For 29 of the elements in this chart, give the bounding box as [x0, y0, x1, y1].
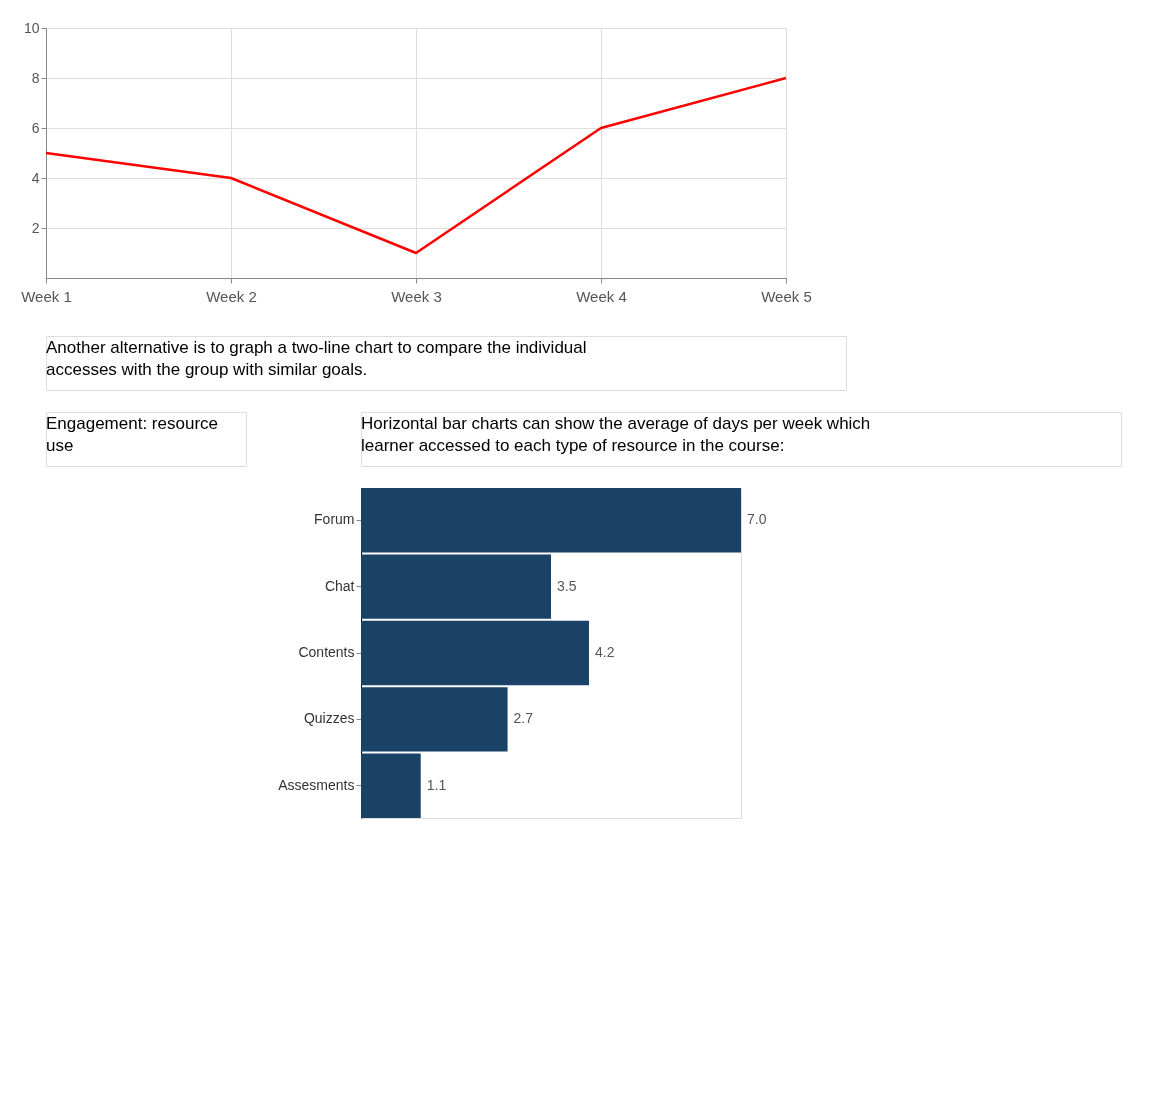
y-tick-label: 2	[31, 219, 40, 236]
y-tick-label: 10	[23, 19, 40, 36]
data-label: 1.1	[426, 776, 447, 793]
y-tick-label: Forum	[314, 511, 355, 528]
line-series	[44, 76, 788, 255]
data-label: 7.0	[747, 511, 767, 528]
data-label: 4.2	[595, 644, 615, 660]
text: Another alternative is to graph a two-line chart to compare the individual accesses with the group with similar goals.	[46, 338, 587, 379]
x-tick-label: Week 5	[761, 287, 812, 305]
bar	[361, 488, 741, 553]
y-tick-label: 8	[31, 69, 40, 86]
bar	[361, 687, 508, 752]
x-tick-label: Week 3	[391, 287, 442, 305]
x-tick-label: Week 4	[576, 287, 627, 305]
bar	[361, 753, 421, 818]
y-tick-label: 4	[31, 169, 40, 186]
y-tick-label: 6	[31, 119, 40, 136]
chart-title: Horizontal bar charts can show the average of days per week which learner accessed to each type of resource in the course:	[361, 414, 871, 455]
y-tick-label: Chat	[324, 577, 355, 594]
bar	[361, 620, 589, 686]
x-tick-label: Week 1	[21, 287, 72, 305]
text: Engagement: resource use	[46, 414, 218, 455]
data-label: 3.5	[557, 577, 577, 594]
x-tick-label: Week 2	[206, 287, 257, 305]
y-tick-label: Assesments	[278, 776, 355, 793]
y-tick-label: Quizzes	[303, 710, 355, 727]
bar	[361, 554, 551, 619]
y-tick-label: Contents	[298, 644, 355, 660]
data-label: 2.7	[513, 710, 534, 727]
